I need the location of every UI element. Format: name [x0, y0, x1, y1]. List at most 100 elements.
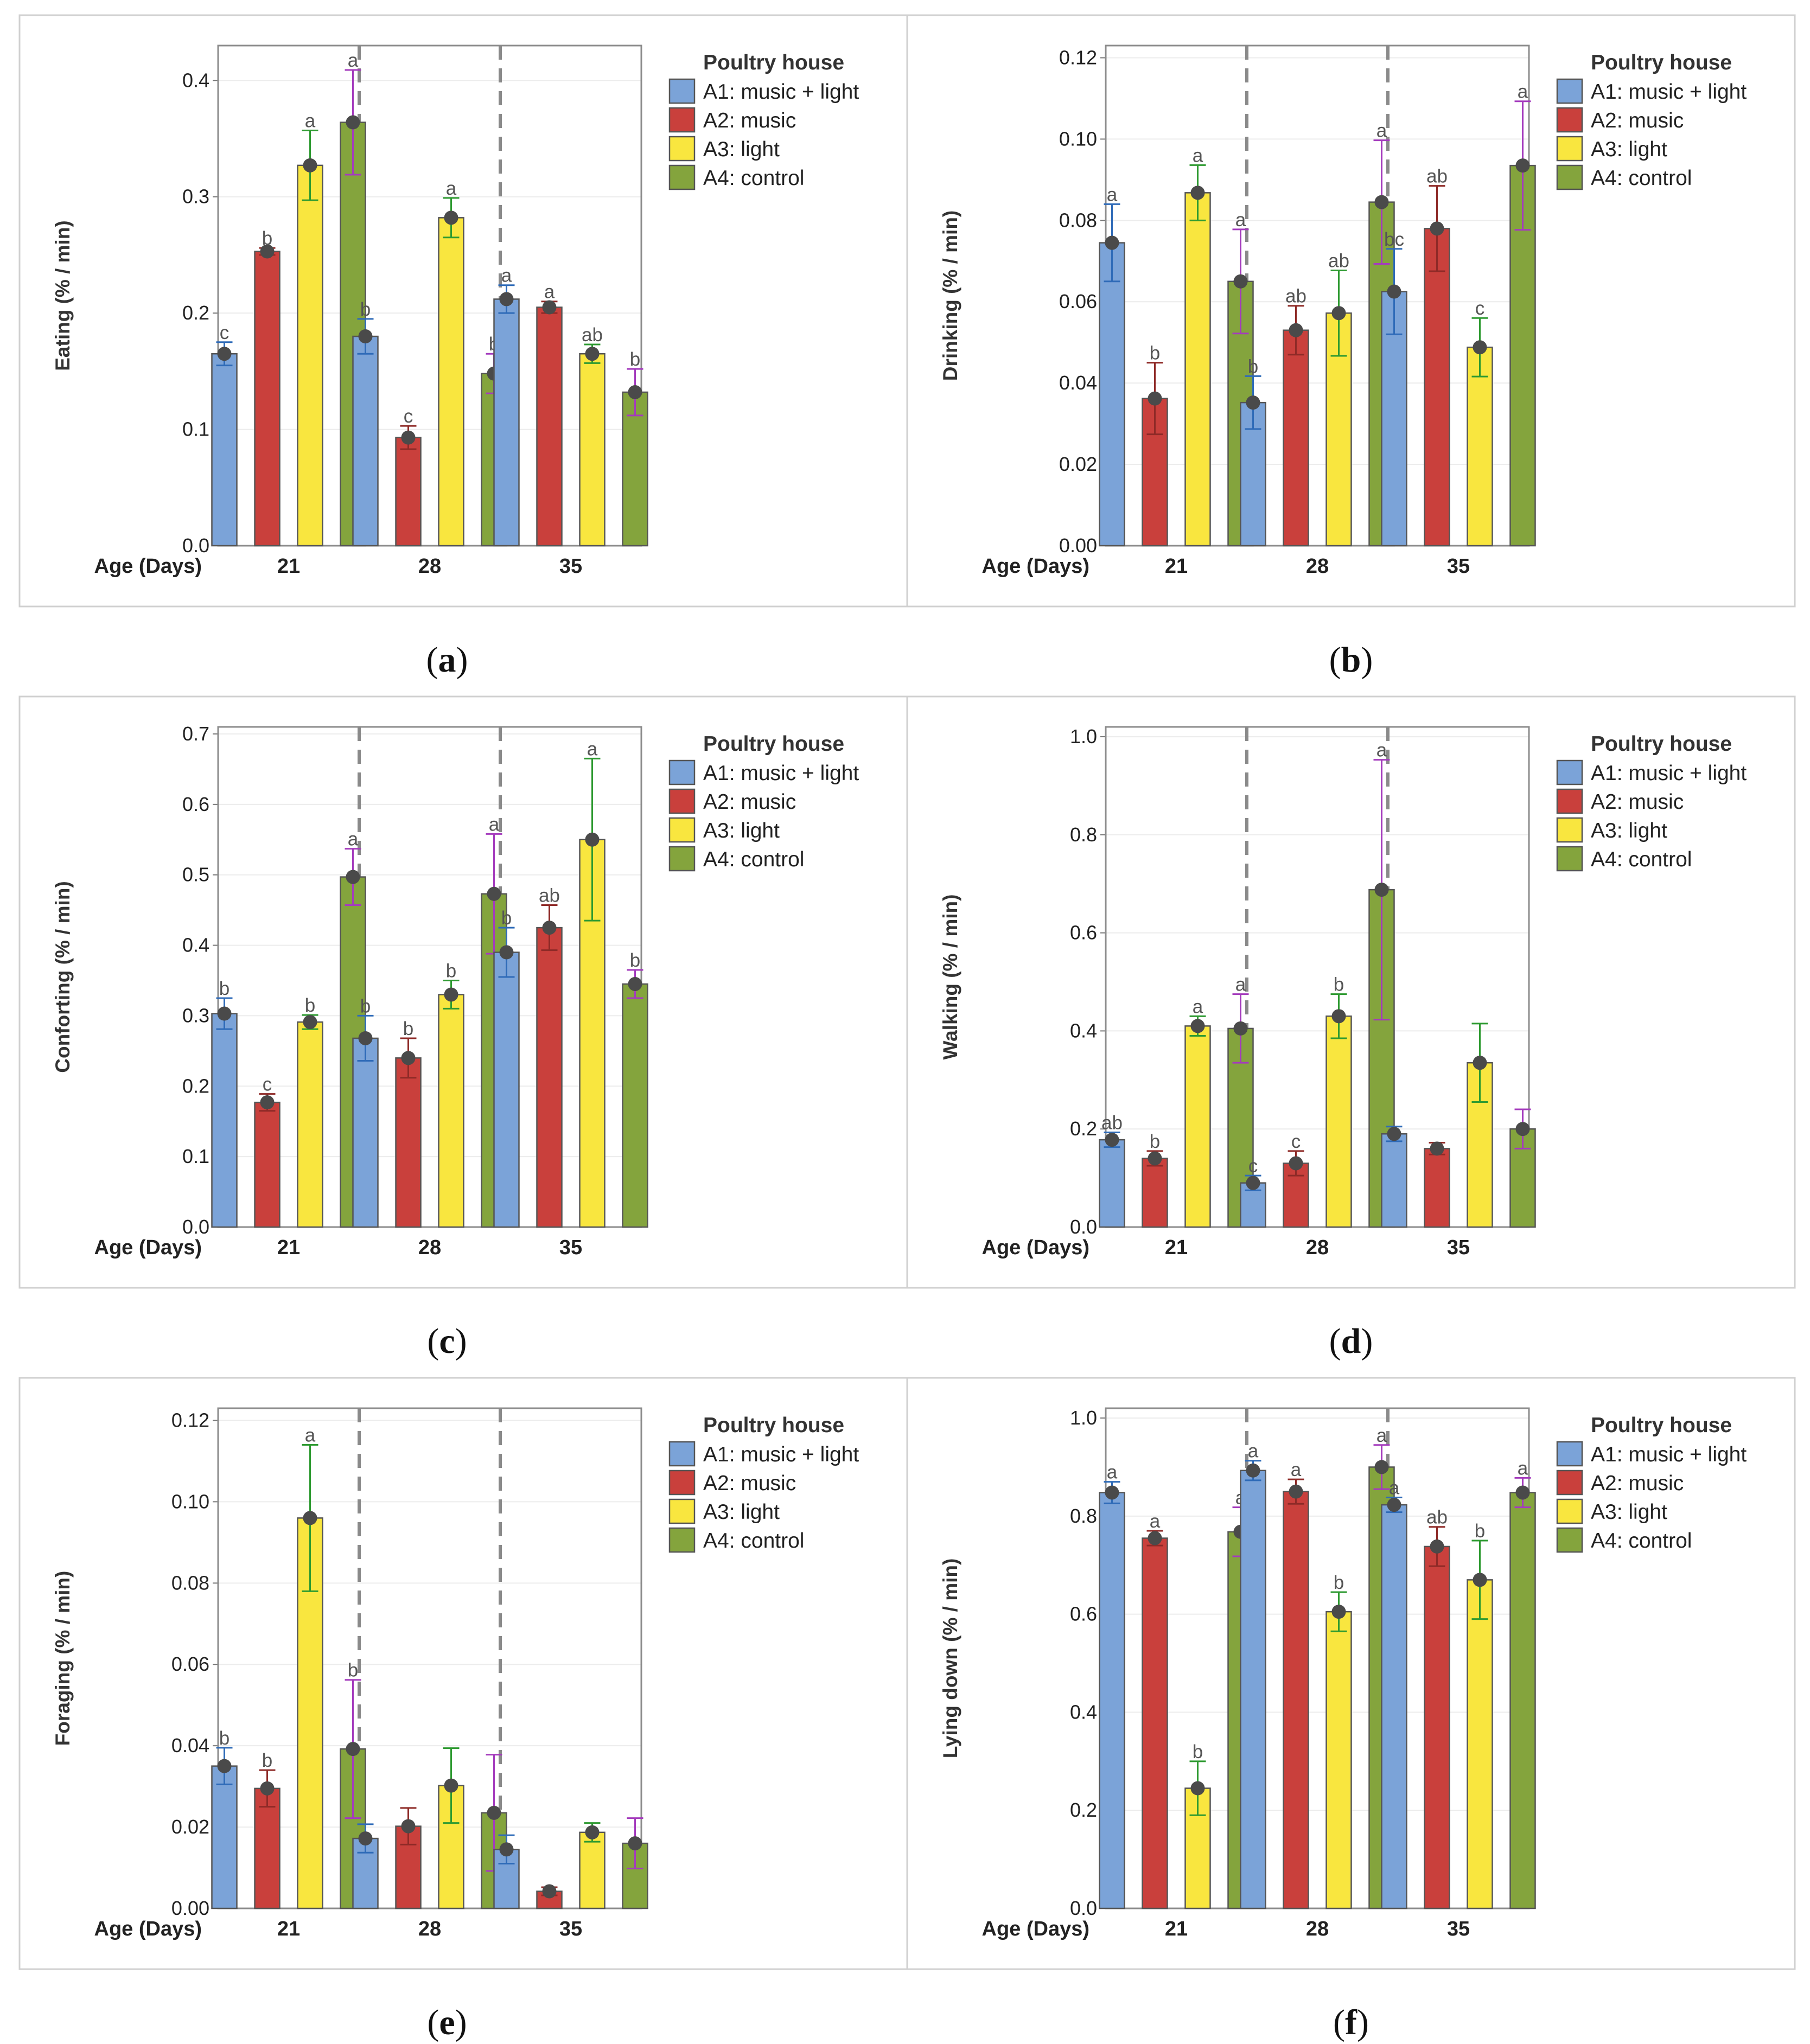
legend-label: A2: music	[703, 1472, 796, 1495]
mean-point	[1387, 284, 1401, 299]
mean-point	[628, 976, 642, 991]
mean-point	[217, 1006, 232, 1021]
significance-letter: b	[305, 995, 315, 1016]
x-category-label: 28	[418, 1236, 441, 1259]
significance-letter: c	[1248, 1155, 1258, 1177]
panel-caption: (b)	[1329, 640, 1373, 680]
y-tick-label: 0.8	[1070, 1505, 1097, 1527]
significance-letter: b	[1193, 1741, 1203, 1762]
legend-swatch-a1	[1556, 78, 1583, 104]
significance-letter: c	[1291, 1131, 1301, 1152]
bar-a1-21	[211, 1765, 238, 1909]
y-tick-label: 0.06	[171, 1653, 209, 1675]
mean-point	[1246, 1176, 1260, 1190]
mean-point	[628, 385, 642, 399]
significance-letter: a	[1518, 1458, 1528, 1479]
significance-letter: b	[262, 1750, 272, 1771]
legend-swatch-a4	[668, 164, 696, 190]
mean-point	[346, 870, 360, 884]
significance-letter: b	[219, 978, 230, 999]
mean-point	[585, 347, 600, 361]
legend-title: Poultry house	[1591, 51, 1732, 74]
significance-letter: a	[348, 829, 359, 850]
chart-panel-f: 0.0 0.2 0.4 0.6 0.8 1.0 Lying down (% / min) a a…	[906, 1377, 1796, 2042]
mean-point	[217, 1759, 232, 1773]
mean-point	[542, 921, 557, 935]
mean-point	[1515, 1122, 1530, 1136]
y-tick-label: 0.12	[171, 1409, 209, 1431]
significance-letter: ab	[1328, 251, 1349, 272]
mean-point	[1430, 1539, 1444, 1554]
bar-a1-21	[1099, 242, 1125, 547]
bar-a3-35	[1467, 346, 1493, 547]
bar-a4-35	[622, 983, 648, 1228]
bar-a3-35	[1467, 1579, 1493, 1909]
bar-a1-21	[1099, 1139, 1125, 1228]
mean-point	[358, 329, 373, 344]
mean-point	[1473, 1573, 1487, 1587]
significance-letter: a	[305, 1425, 316, 1446]
significance-letter: ab	[1285, 286, 1306, 307]
mean-point	[1289, 1156, 1303, 1171]
mean-point	[303, 1015, 317, 1030]
significance-letter: b	[348, 1660, 358, 1681]
legend-label: A2: music	[1591, 790, 1684, 814]
legend-swatch-a4	[1556, 846, 1583, 872]
y-tick-label: 0.2	[182, 1075, 209, 1097]
bar-a1-35	[1381, 1504, 1407, 1909]
x-category-label: 21	[277, 1918, 300, 1940]
mean-point	[1387, 1498, 1401, 1512]
caption-letter: f	[1345, 2003, 1358, 2042]
mean-point	[303, 158, 317, 173]
y-axis-title: Lying down (% / min)	[939, 1558, 961, 1759]
x-category-label: 35	[1447, 1918, 1470, 1940]
y-tick-label: 0.2	[1070, 1117, 1097, 1140]
mean-point	[1190, 186, 1205, 200]
chart-panel-a: 0.0 0.1 0.2 0.3 0.4 Eating (% / min) c b a a 21 b c a…	[18, 14, 908, 680]
mean-point	[1374, 195, 1389, 209]
significance-letter: a	[1291, 1459, 1302, 1480]
legend-label: A2: music	[1591, 109, 1684, 132]
bar-a1-28	[352, 1037, 379, 1228]
mean-point	[1105, 1133, 1119, 1147]
significance-letter: b	[219, 1728, 230, 1749]
legend-label: A1: music + light	[703, 80, 859, 104]
legend-label: A1: music + light	[1591, 80, 1747, 104]
y-tick-label: 0.1	[182, 1145, 209, 1167]
mean-point	[487, 886, 501, 901]
legend-swatch-a1	[1556, 759, 1583, 785]
legend-label: A4: control	[703, 848, 804, 871]
mean-point	[1331, 306, 1346, 321]
x-category-label: 28	[418, 1918, 441, 1940]
x-category-label: 21	[277, 555, 300, 578]
bar-a3-28	[1325, 1611, 1352, 1909]
x-axis-title: Age (Days)	[982, 555, 1090, 578]
legend-label: A3: light	[703, 819, 780, 842]
legend-swatch-a4	[668, 846, 696, 872]
y-tick-label: 0.08	[171, 1572, 209, 1594]
panel-caption: (a)	[426, 640, 468, 680]
y-tick-label: 0.0	[1070, 1897, 1097, 1919]
y-tick-label: 0.00	[171, 1897, 209, 1919]
legend-swatch-a4	[1556, 1527, 1583, 1553]
y-tick-label: 1.0	[1070, 1407, 1097, 1429]
legend-title: Poultry house	[703, 732, 844, 756]
mean-point	[444, 1778, 458, 1793]
significance-letter: a	[1107, 184, 1118, 205]
y-tick-label: 0.4	[1070, 1701, 1097, 1723]
significance-letter: a	[1248, 1441, 1259, 1462]
mean-point	[1331, 1009, 1346, 1024]
mean-point	[1331, 1605, 1346, 1619]
mean-point	[1430, 221, 1444, 236]
bar-a2-35	[1424, 228, 1450, 547]
significance-letter: bc	[1384, 229, 1404, 250]
y-tick-label: 0.0	[1070, 1216, 1097, 1238]
mean-point	[217, 347, 232, 361]
caption-letter: e	[439, 2003, 455, 2042]
plot-border	[217, 44, 642, 547]
significance-letter: a	[1193, 996, 1203, 1017]
x-category-label: 21	[1165, 1236, 1188, 1259]
y-tick-label: 0.10	[171, 1490, 209, 1512]
legend-label: A2: music	[1591, 1472, 1684, 1495]
legend-label: A3: light	[703, 138, 780, 161]
